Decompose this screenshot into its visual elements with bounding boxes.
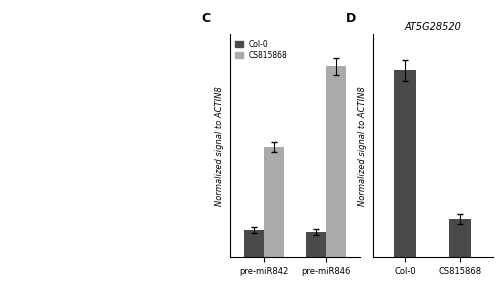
Y-axis label: Normalized signal to ACTIN8: Normalized signal to ACTIN8 xyxy=(358,86,367,206)
Bar xyxy=(306,232,326,257)
Bar xyxy=(326,66,346,257)
Legend: Col-0, CS815868: Col-0, CS815868 xyxy=(234,38,289,61)
Text: D: D xyxy=(346,12,356,25)
Bar xyxy=(244,230,264,257)
Y-axis label: Normalized signal to ACTIN8: Normalized signal to ACTIN8 xyxy=(216,86,224,206)
Bar xyxy=(264,147,284,257)
Bar xyxy=(449,219,470,257)
Text: C: C xyxy=(202,12,210,25)
Title: AT5G28520: AT5G28520 xyxy=(404,22,461,32)
Bar xyxy=(394,70,416,257)
